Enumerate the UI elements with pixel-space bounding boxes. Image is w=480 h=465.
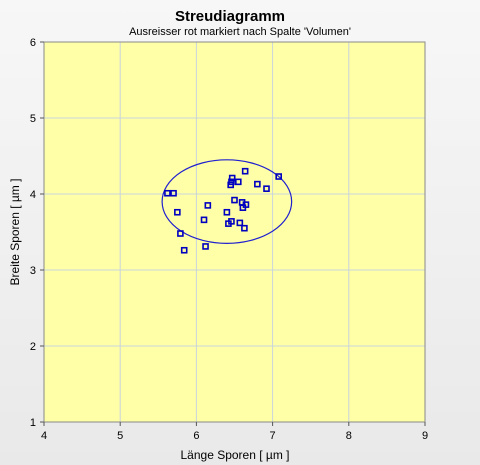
y-tick-label: 4: [30, 189, 36, 201]
y-tick-label: 6: [30, 37, 36, 49]
y-tick-label: 2: [30, 341, 36, 353]
data-point: [241, 167, 249, 175]
x-tick-label: 9: [422, 430, 428, 442]
y-axis-label: Breite Sporen [ µm ]: [8, 179, 22, 286]
chart-subtitle: Ausreisser rot markiert nach Spalte 'Vol…: [129, 26, 351, 38]
data-point: [236, 219, 244, 227]
data-point: [242, 201, 250, 208]
x-tick-label: 8: [346, 430, 352, 442]
data-point: [202, 243, 209, 250]
data-point: [231, 196, 238, 204]
confidence-ellipse: [161, 159, 293, 245]
x-tick-label: 7: [270, 430, 276, 442]
x-tick-label: 4: [41, 430, 47, 442]
data-point: [164, 189, 171, 197]
data-point: [200, 216, 208, 224]
data-point: [228, 218, 235, 225]
x-tick-label: 5: [117, 430, 123, 442]
data-point: [228, 178, 235, 186]
chart-title: Streudiagramm: [175, 8, 285, 25]
data-point: [275, 173, 282, 180]
data-point: [254, 180, 261, 188]
data-point: [235, 178, 242, 186]
x-axis-label: Länge Sporen [ µm ]: [181, 448, 290, 462]
confidence-ellipse-layer: [161, 159, 293, 245]
data-point: [263, 185, 270, 192]
data-point: [241, 224, 248, 232]
grid-lines: [44, 42, 425, 422]
data-point: [170, 189, 177, 197]
data-point: [228, 174, 236, 182]
data-point: [204, 202, 212, 209]
data-point: [177, 230, 184, 237]
data-point: [174, 208, 181, 216]
y-tick-label: 1: [30, 417, 36, 429]
data-point: [223, 208, 231, 216]
y-tick-label: 5: [30, 113, 36, 125]
y-axis-ticks: 1 2 3 4 5 6: [30, 37, 44, 429]
plot-area: [44, 42, 425, 422]
plot-border: [43, 41, 426, 423]
x-axis-ticks: 4 5 6 7 8 9: [41, 422, 428, 442]
data-points: [164, 167, 282, 254]
x-tick-label: 6: [193, 430, 199, 442]
data-point: [180, 246, 188, 254]
y-tick-label: 3: [30, 265, 36, 277]
